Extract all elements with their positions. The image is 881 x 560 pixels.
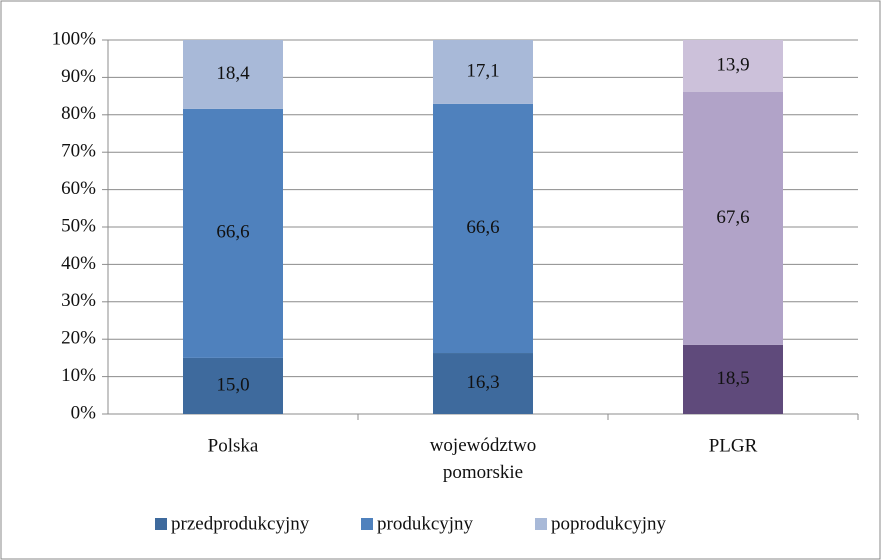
y-tick-label: 0%	[71, 402, 97, 423]
bar-segment	[183, 357, 283, 414]
bar-segment	[683, 344, 783, 414]
legend-swatch	[535, 518, 547, 530]
y-tick-label: 70%	[61, 141, 96, 162]
bar-segment	[433, 353, 533, 414]
y-tick-label: 50%	[61, 215, 96, 236]
y-tick-label: 20%	[61, 328, 96, 349]
y-tick-label: 60%	[61, 178, 96, 199]
data-label: 66,6	[466, 217, 499, 238]
bar-segment	[433, 103, 533, 354]
data-label: 16,3	[466, 372, 499, 393]
y-tick-label: 40%	[61, 253, 96, 274]
x-tick-label: PLGR	[709, 435, 758, 456]
legend-label: poprodukcyjny	[551, 513, 667, 534]
y-tick-label: 100%	[52, 28, 97, 49]
legend-label: przedprodukcyjny	[171, 513, 310, 534]
data-label: 17,1	[466, 60, 499, 81]
y-tick-label: 10%	[61, 365, 96, 386]
bar-segment	[433, 40, 533, 104]
data-label: 18,4	[216, 63, 250, 84]
data-label: 15,0	[216, 374, 249, 395]
data-label: 67,6	[716, 207, 749, 228]
y-tick-label: 90%	[61, 66, 96, 87]
legend-swatch	[361, 518, 373, 530]
y-tick-label: 80%	[61, 103, 96, 124]
legend-label: produkcyjny	[377, 513, 474, 534]
bar-segment	[183, 108, 283, 358]
data-label: 13,9	[716, 54, 749, 75]
data-label: 66,6	[216, 222, 249, 243]
bar-segment	[683, 40, 783, 92]
legend-swatch	[155, 518, 167, 530]
x-tick-label: Polska	[208, 435, 259, 456]
y-tick-label: 30%	[61, 290, 96, 311]
bar-segment	[683, 91, 783, 345]
x-tick-label: województwo pomorskie	[430, 435, 537, 483]
data-label: 18,5	[716, 368, 749, 389]
bar-segment	[183, 40, 283, 109]
